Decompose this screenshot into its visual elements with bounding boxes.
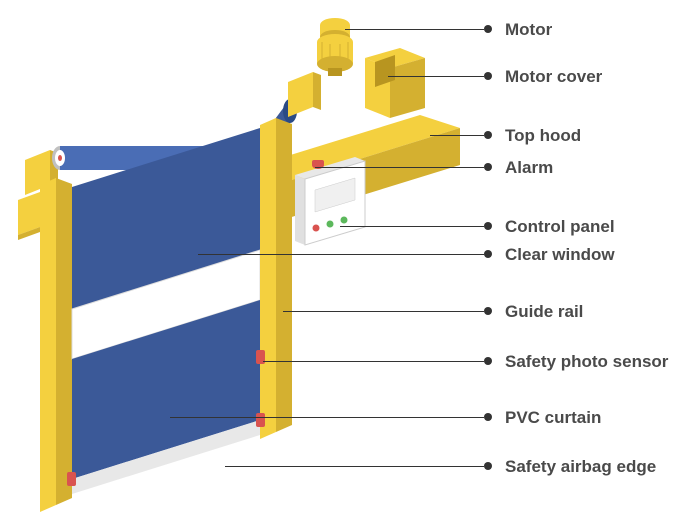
bullet-control-panel bbox=[484, 222, 492, 230]
motor-cover-part bbox=[365, 48, 425, 118]
label-pvc-curtain: PVC curtain bbox=[505, 408, 601, 428]
label-clear-window: Clear window bbox=[505, 245, 615, 265]
guide-rail-left bbox=[40, 178, 72, 512]
label-guide-rail: Guide rail bbox=[505, 302, 583, 322]
leader-control-panel bbox=[340, 226, 484, 227]
label-alarm: Alarm bbox=[505, 158, 553, 178]
leader-airbag-edge bbox=[225, 466, 484, 467]
leader-guide-rail bbox=[283, 311, 484, 312]
label-top-hood: Top hood bbox=[505, 126, 581, 146]
bracket-right-upper bbox=[288, 72, 321, 117]
bullet-motor bbox=[484, 25, 492, 33]
bullet-clear-window bbox=[484, 250, 492, 258]
photo-sensor-left bbox=[67, 472, 76, 486]
bullet-pvc-curtain bbox=[484, 413, 492, 421]
label-airbag-edge: Safety airbag edge bbox=[505, 457, 656, 477]
bullet-photo-sensor bbox=[484, 357, 492, 365]
label-photo-sensor: Safety photo sensor bbox=[505, 352, 668, 372]
label-control-panel: Control panel bbox=[505, 217, 615, 237]
bullet-alarm bbox=[484, 163, 492, 171]
leader-motor-cover bbox=[388, 76, 484, 77]
leader-pvc-curtain bbox=[170, 417, 484, 418]
leader-alarm bbox=[315, 167, 484, 168]
bullet-top-hood bbox=[484, 131, 492, 139]
bullet-guide-rail bbox=[484, 307, 492, 315]
bullet-motor-cover bbox=[484, 72, 492, 80]
bracket-left-lower bbox=[18, 192, 40, 240]
leader-photo-sensor bbox=[263, 361, 484, 362]
leader-clear-window bbox=[198, 254, 484, 255]
motor-part bbox=[317, 18, 353, 76]
guide-rail-right bbox=[260, 118, 292, 439]
label-motor-cover: Motor cover bbox=[505, 67, 602, 87]
bullet-airbag-edge bbox=[484, 462, 492, 470]
leader-top-hood bbox=[430, 135, 484, 136]
leader-motor bbox=[345, 29, 484, 30]
label-motor: Motor bbox=[505, 20, 552, 40]
